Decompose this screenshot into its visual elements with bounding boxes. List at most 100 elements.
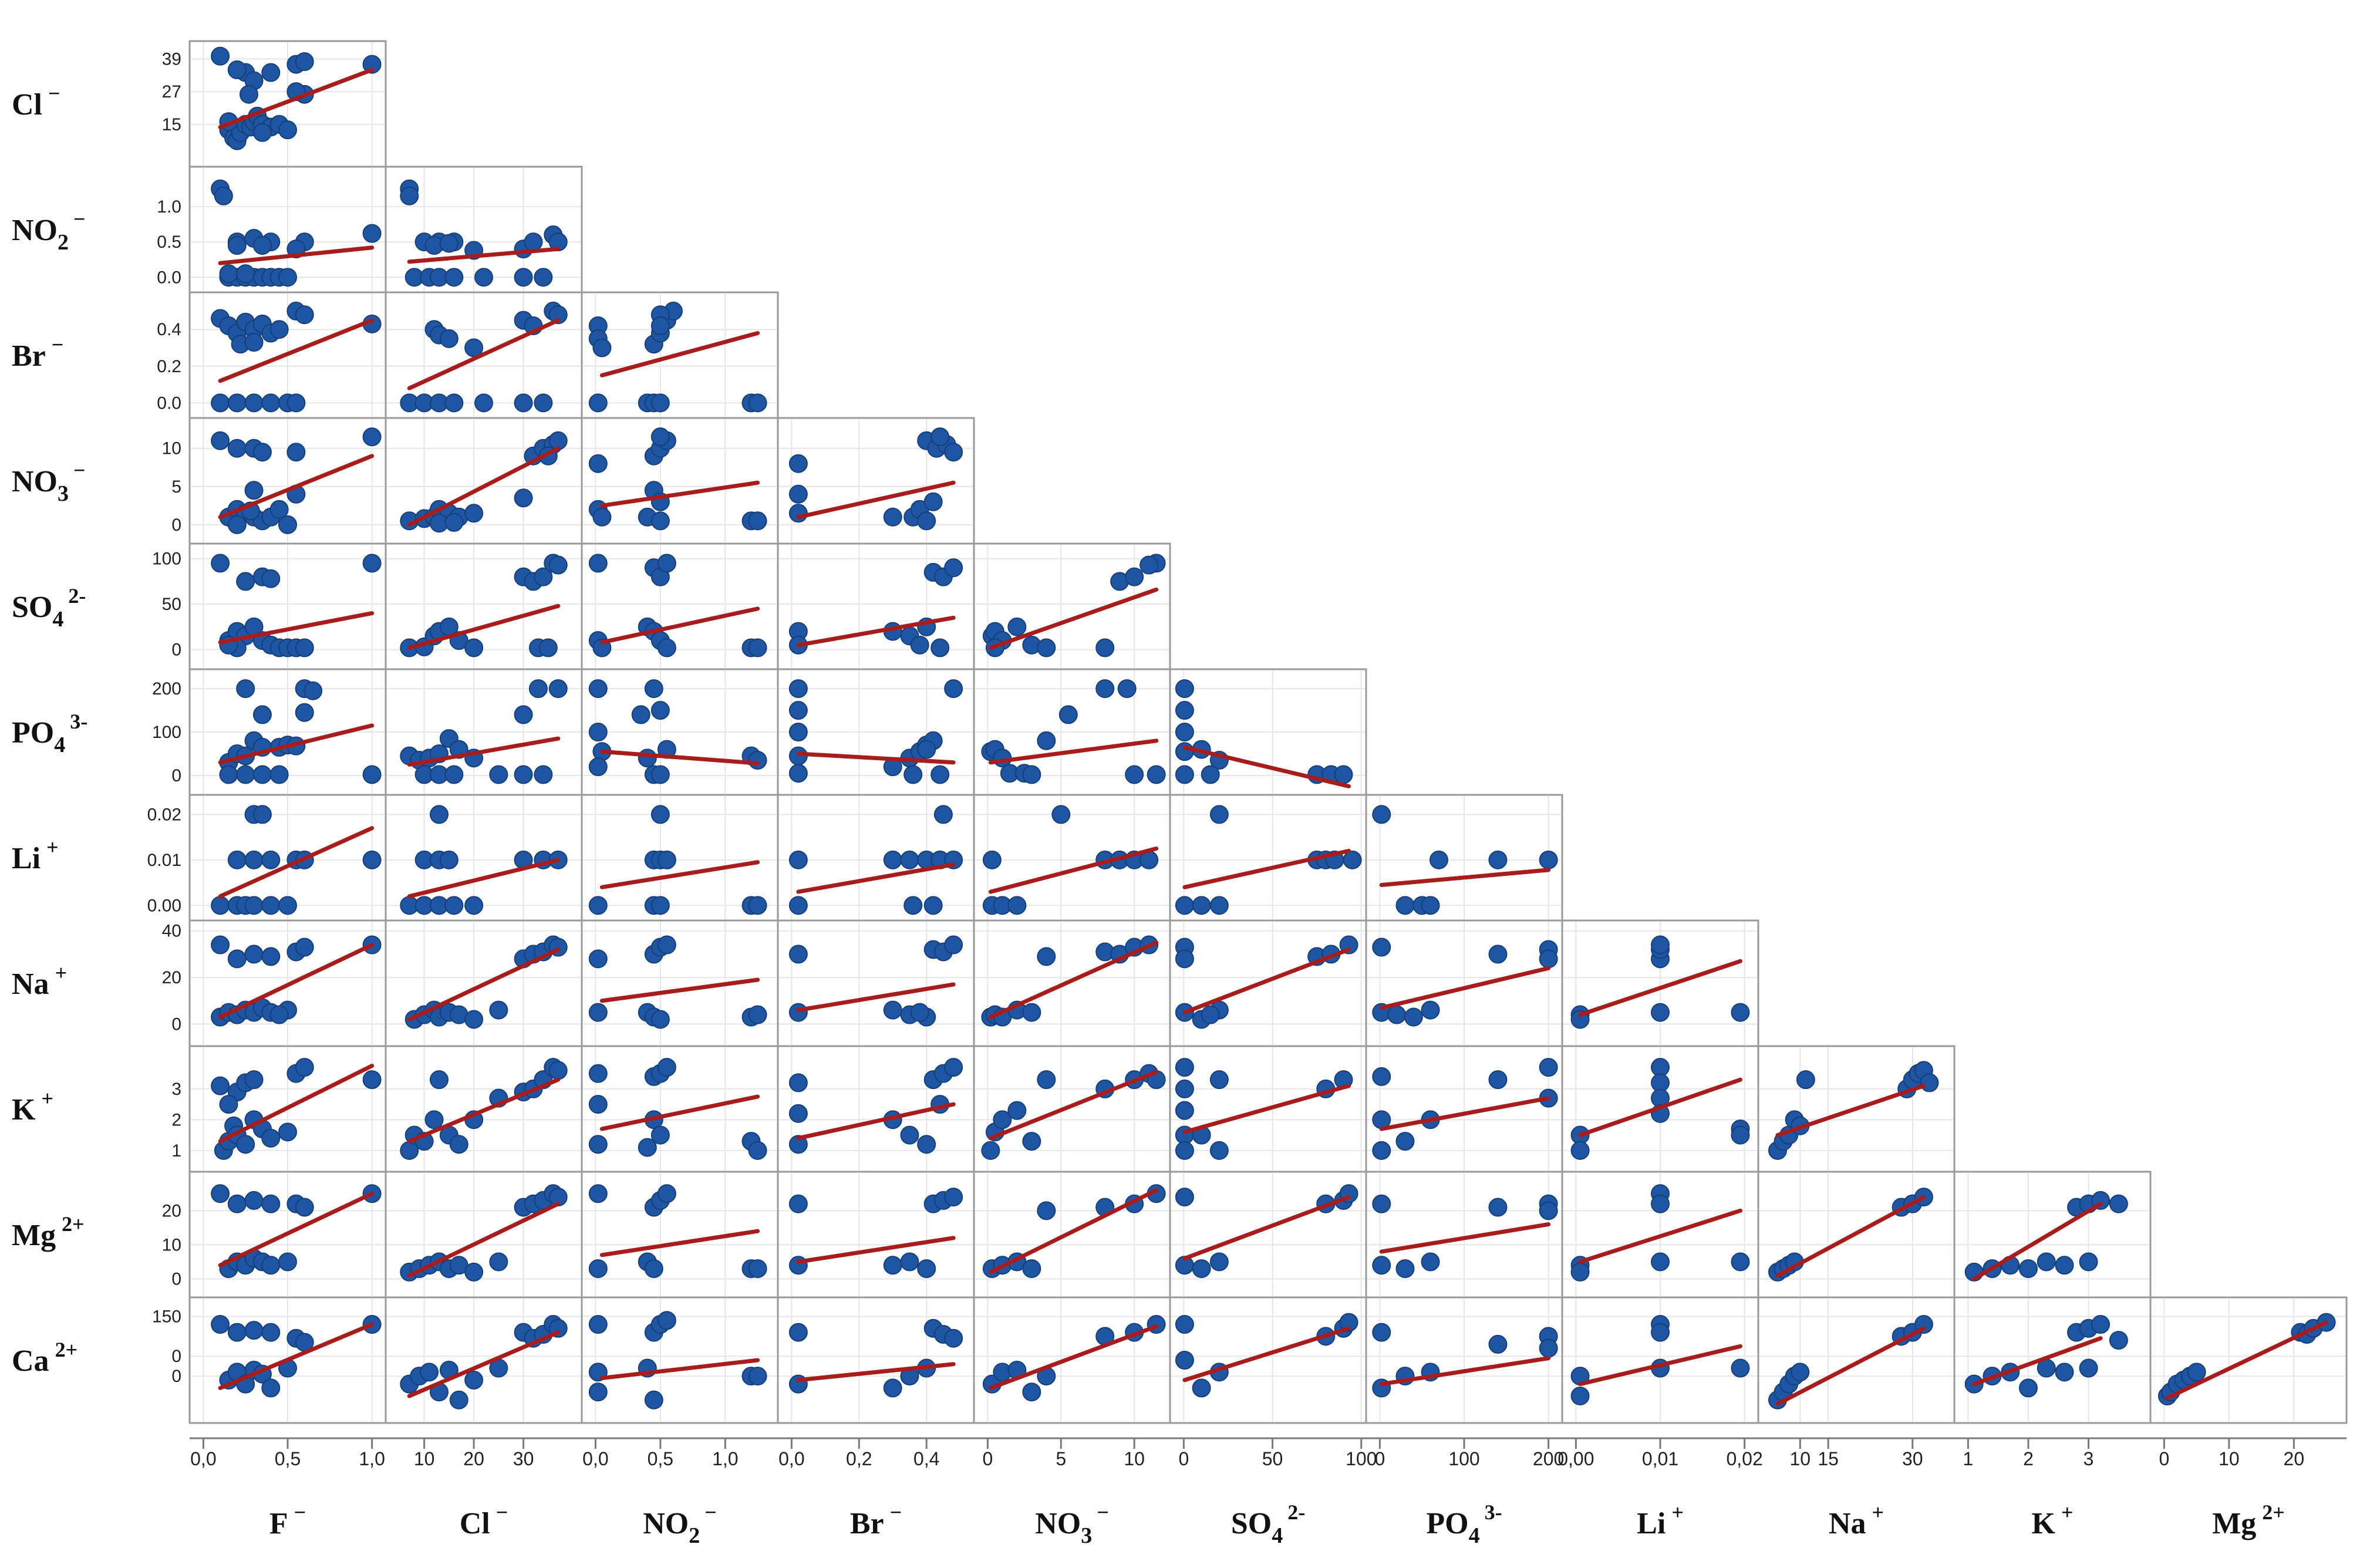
row-label-na: Na + bbox=[12, 961, 67, 1001]
x-tick-label: 50 bbox=[1262, 1448, 1283, 1469]
data-point bbox=[1095, 638, 1115, 657]
data-point bbox=[362, 765, 382, 784]
data-point bbox=[214, 186, 233, 205]
data-point bbox=[489, 765, 508, 784]
data-point bbox=[1334, 765, 1353, 784]
panel-ca-vs-so4 bbox=[1169, 1296, 1367, 1424]
x-tick-label: 5 bbox=[1056, 1448, 1066, 1469]
panel-na-vs-li bbox=[1561, 919, 1759, 1047]
data-point bbox=[1175, 1101, 1194, 1120]
data-point bbox=[650, 1010, 670, 1029]
data-point bbox=[244, 1070, 264, 1090]
data-point bbox=[1343, 850, 1362, 869]
panel-k-vs-br bbox=[777, 1045, 975, 1173]
data-point bbox=[588, 1382, 608, 1402]
data-point bbox=[236, 264, 255, 284]
fit-line bbox=[599, 606, 760, 645]
data-point bbox=[1007, 617, 1027, 636]
y-tick-label: 5 bbox=[171, 477, 181, 497]
fit-line bbox=[407, 318, 561, 390]
data-point bbox=[444, 512, 464, 532]
data-point bbox=[474, 268, 493, 287]
x-tick-label: 0,5 bbox=[648, 1448, 673, 1469]
data-point bbox=[944, 935, 963, 955]
data-point bbox=[227, 515, 247, 534]
data-point bbox=[489, 1252, 508, 1272]
data-point bbox=[464, 1262, 484, 1282]
panel-frame bbox=[777, 919, 975, 1047]
panel-ca-vs-na bbox=[1757, 1296, 1956, 1424]
fit-line bbox=[1972, 1202, 2103, 1282]
x-tick-label: 0,5 bbox=[275, 1448, 301, 1469]
data-point bbox=[295, 638, 314, 657]
data-point bbox=[788, 1323, 808, 1342]
data-point bbox=[304, 681, 323, 700]
col-label-no2: NO2− bbox=[643, 1500, 717, 1548]
y-tick-label: 0.0 bbox=[157, 393, 181, 413]
data-point bbox=[524, 232, 543, 252]
fit-line bbox=[1775, 1195, 1926, 1278]
data-point bbox=[657, 1311, 676, 1330]
panel-mg-vs-na bbox=[1757, 1171, 1956, 1299]
data-point bbox=[295, 938, 314, 957]
col-label-no3: NO3− bbox=[1035, 1500, 1109, 1548]
data-point bbox=[631, 705, 650, 724]
data-point bbox=[362, 554, 382, 573]
fit-line bbox=[407, 858, 561, 899]
data-point bbox=[1209, 1252, 1229, 1272]
data-point bbox=[657, 638, 676, 657]
col-label-na: Na + bbox=[1829, 1500, 1884, 1540]
data-point bbox=[1570, 1262, 1590, 1282]
data-point bbox=[252, 765, 272, 784]
data-point bbox=[1421, 896, 1440, 915]
panel-ca-vs-f bbox=[188, 1296, 387, 1424]
fit-line bbox=[218, 454, 375, 520]
fit-line bbox=[218, 611, 375, 645]
data-point bbox=[534, 567, 553, 586]
data-point bbox=[917, 1135, 936, 1154]
data-point bbox=[278, 515, 297, 534]
y-tick-label: 0.5 bbox=[157, 232, 181, 252]
data-point bbox=[1037, 1201, 1056, 1220]
data-point bbox=[227, 439, 247, 458]
fit-line bbox=[218, 826, 375, 899]
panel-po4-vs-no3 bbox=[973, 668, 1171, 796]
data-point bbox=[1201, 765, 1220, 784]
data-point bbox=[748, 638, 767, 657]
data-point bbox=[1175, 1315, 1194, 1334]
data-point bbox=[1037, 1070, 1056, 1090]
data-point bbox=[2055, 1363, 2074, 1382]
fit-line bbox=[407, 947, 561, 1021]
data-point bbox=[1037, 947, 1056, 966]
data-point bbox=[1372, 1256, 1391, 1275]
data-point bbox=[489, 1000, 508, 1020]
data-point bbox=[1372, 1141, 1391, 1160]
data-point bbox=[657, 1184, 676, 1203]
data-point bbox=[295, 1058, 314, 1077]
data-point bbox=[548, 555, 568, 575]
data-point bbox=[261, 947, 281, 966]
data-point bbox=[1095, 679, 1115, 699]
data-point bbox=[1796, 1070, 1815, 1090]
data-point bbox=[2018, 1259, 2038, 1279]
col-label-f: F − bbox=[269, 1500, 306, 1540]
fit-line bbox=[218, 943, 375, 1020]
data-point bbox=[1022, 1259, 1041, 1279]
data-point bbox=[261, 896, 281, 915]
data-point bbox=[261, 63, 281, 82]
data-point bbox=[588, 1095, 608, 1114]
fit-line bbox=[988, 1188, 1159, 1274]
data-point bbox=[252, 705, 272, 724]
data-point bbox=[981, 1141, 1000, 1160]
data-point bbox=[227, 236, 247, 255]
x-tick-label: 30 bbox=[513, 1448, 534, 1469]
fit-line bbox=[599, 331, 760, 377]
col-label-k: K + bbox=[2032, 1500, 2074, 1540]
data-point bbox=[295, 703, 314, 722]
fit-line bbox=[988, 1324, 1159, 1390]
data-point bbox=[650, 393, 670, 413]
data-point bbox=[464, 504, 484, 523]
panel-na-vs-po4 bbox=[1365, 919, 1563, 1047]
panel-no3-vs-f bbox=[188, 417, 387, 545]
x-tick-label: 10 bbox=[1789, 1448, 1811, 1469]
